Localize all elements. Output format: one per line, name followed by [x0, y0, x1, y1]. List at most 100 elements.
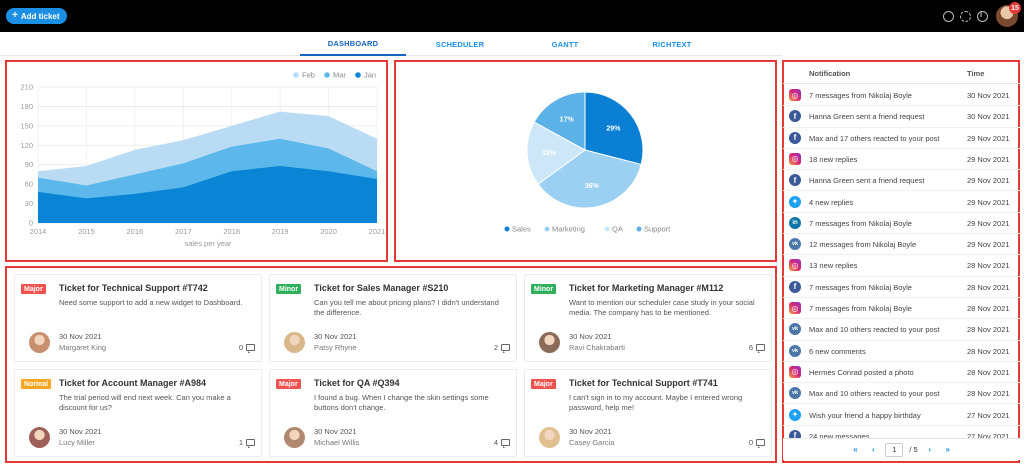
- ticket-grid: Major Ticket for Technical Support #T742…: [8, 268, 777, 462]
- notification-row[interactable]: ◎ Hermes Conrad posted a photo 28 Nov 20…: [783, 362, 1020, 384]
- notification-text: 7 messages from Nikolaj Boyle: [809, 218, 912, 228]
- last-page-button[interactable]: »: [945, 445, 950, 454]
- notification-row[interactable]: ◎ 13 new replies 28 Nov 2021: [783, 255, 1020, 277]
- ticket-title[interactable]: Ticket for Technical Support #T742: [59, 283, 208, 293]
- tab-scheduler[interactable]: SCHEDULER: [435, 39, 485, 49]
- notification-row[interactable]: ✦ Wish your friend a happy birthday 27 N…: [783, 405, 1020, 426]
- ticket-card[interactable]: Normal Ticket for Account Manager #A984 …: [14, 369, 262, 457]
- notification-column-header[interactable]: Notification: [809, 69, 851, 78]
- add-ticket-label: Add ticket: [20, 11, 60, 21]
- ticket-title[interactable]: Ticket for Marketing Manager #M112: [569, 283, 724, 293]
- ticket-title[interactable]: Ticket for Technical Support #T741: [569, 378, 718, 388]
- comments-button[interactable]: 6: [749, 343, 765, 353]
- twitter-icon: ✦: [789, 408, 801, 421]
- ticket-date: 30 Nov 2021: [569, 332, 612, 341]
- globe-icon[interactable]: [943, 10, 954, 22]
- pie-label-marketing: 36%: [585, 183, 600, 190]
- comment-count: 2: [493, 343, 498, 352]
- y-tick-label: 210: [20, 83, 33, 92]
- priority-tag: Minor: [276, 284, 302, 294]
- priority-tag: Minor: [531, 284, 557, 294]
- pie-slice-support: [533, 91, 586, 151]
- next-page-button[interactable]: ›: [928, 445, 931, 454]
- notification-text: 6 new comments: [809, 346, 866, 356]
- ticket-date: 30 Nov 2021: [314, 332, 357, 341]
- notification-row[interactable]: f Hanna Green sent a friend request 30 N…: [783, 106, 1020, 128]
- priority-tag: Major: [276, 379, 301, 389]
- notification-row[interactable]: vk 6 new comments 28 Nov 2021: [783, 341, 1020, 362]
- ticket-title[interactable]: Ticket for Account Manager #A984: [59, 378, 207, 388]
- notification-row[interactable]: vk 12 messages from Nikolaj Boyle 29 Nov…: [783, 234, 1020, 256]
- area-series-jan: [38, 166, 377, 223]
- notification-row[interactable]: vk Max and 10 others reacted to your pos…: [783, 383, 1020, 405]
- comments-button[interactable]: 4: [494, 438, 510, 448]
- twitter-icon: ✦: [789, 195, 801, 208]
- notification-panel: Notification Time ◎ 7 messages from Niko…: [783, 62, 1020, 462]
- notification-row[interactable]: vk Max and 10 others reacted to your pos…: [783, 319, 1020, 341]
- pie-legend-label-marketing[interactable]: Marketing: [552, 225, 585, 234]
- notification-row[interactable]: f Hanna Green sent a friend request 29 N…: [783, 170, 1020, 192]
- y-tick-label: 120: [20, 141, 33, 150]
- notification-text: Max and 17 others reacted to your post: [809, 133, 940, 143]
- ticket-title[interactable]: Ticket for QA #Q394: [314, 378, 400, 388]
- pie-legend-label-qa[interactable]: QA: [612, 225, 623, 234]
- comment-count: 0: [238, 343, 243, 352]
- top-bar: + Add ticket 15: [0, 0, 1024, 32]
- notification-row[interactable]: ✦ 4 new replies 29 Nov 2021: [783, 192, 1020, 213]
- comments-button[interactable]: 1: [239, 438, 255, 448]
- time-column-header[interactable]: Time: [967, 69, 985, 78]
- ticket-description: I can't sign in to my account. Maybe I e…: [569, 393, 743, 412]
- tab-richtext[interactable]: RICHTEXT: [652, 39, 692, 49]
- pie-legend-label-support[interactable]: Support: [644, 225, 671, 234]
- notification-row[interactable]: ◎ 7 messages from Nikolaj Boyle 30 Nov 2…: [783, 85, 1020, 107]
- notification-text: 12 messages from Nikolaj Boyle: [809, 240, 917, 250]
- prev-page-button[interactable]: ‹: [871, 445, 875, 454]
- comments-button[interactable]: 0: [238, 343, 255, 353]
- y-tick-label: 30: [25, 199, 33, 208]
- ticket-card[interactable]: Major Ticket for QA #Q394 I found a bug.…: [269, 369, 517, 457]
- ticket-card[interactable]: Major Ticket for Technical Support #T741…: [524, 369, 772, 457]
- page-total: / 5: [909, 445, 918, 454]
- instagram-icon: ◎: [789, 259, 801, 272]
- y-tick-label: 150: [20, 121, 33, 130]
- add-ticket-button[interactable]: + Add ticket: [6, 8, 67, 24]
- pie-legend-label-sales[interactable]: Sales: [512, 225, 531, 234]
- top-icons: 15: [943, 0, 1021, 32]
- ticket-card[interactable]: Major Ticket for Technical Support #T742…: [14, 274, 262, 362]
- ticket-card[interactable]: Minor Ticket for Marketing Manager #M112…: [524, 274, 772, 362]
- sales-area-chart: 0 30 60 90 120 150 180 210 2014 2015 2016 2017 2018…: [20, 71, 385, 249]
- first-page-button[interactable]: «: [853, 445, 858, 454]
- notification-row[interactable]: f 7 messages from Nikolaj Boyle 28 Nov 2…: [783, 277, 1020, 298]
- notification-row[interactable]: ◎ 18 new replies 29 Nov 2021: [783, 149, 1020, 171]
- comments-button[interactable]: 2: [493, 343, 510, 353]
- tab-dashboard[interactable]: DASHBOARD: [300, 32, 406, 56]
- instagram-icon: ◎: [789, 365, 801, 378]
- vk-icon: vk: [789, 387, 801, 400]
- avatar: [29, 427, 50, 448]
- notification-row[interactable]: ◎ 7 messages from Nikolaj Boyle 28 Nov 2…: [783, 298, 1020, 320]
- ticket-assignee: Ravi Chakrabarti: [569, 343, 625, 352]
- gear-icon[interactable]: [960, 10, 971, 22]
- notification-text: 7 messages from Nikolaj Boyle: [809, 282, 912, 292]
- notification-row[interactable]: f Max and 17 others reacted to your post…: [783, 128, 1020, 149]
- notification-time: 29 Nov 2021: [967, 154, 1010, 164]
- facebook-icon: f: [789, 110, 801, 123]
- pie-slice-qa: [526, 121, 586, 185]
- legend-label-mar[interactable]: Mar: [333, 71, 346, 80]
- plus-icon: +: [12, 10, 18, 21]
- ticket-card[interactable]: Minor Ticket for Sales Manager #S210 Can…: [269, 274, 517, 362]
- user-avatar[interactable]: 15: [996, 2, 1021, 27]
- pie-label-sales: 29%: [606, 125, 621, 132]
- legend-label-jan[interactable]: Jan: [364, 71, 376, 80]
- tab-gantt[interactable]: GANTT: [551, 39, 579, 49]
- ticket-title[interactable]: Ticket for Sales Manager #S210: [314, 283, 449, 293]
- notification-text: Max and 10 others reacted to your post: [809, 389, 940, 399]
- page-input[interactable]: 1: [885, 442, 904, 457]
- pie-chart-slices: [526, 91, 644, 209]
- legend-label-feb[interactable]: Feb: [302, 71, 315, 80]
- notification-time: 29 Nov 2021: [967, 197, 1010, 207]
- y-tick-label: 60: [25, 180, 33, 189]
- info-icon[interactable]: [977, 10, 988, 22]
- comments-button[interactable]: 0: [749, 438, 765, 448]
- notification-row[interactable]: in 7 messages from Nikolaj Boyle 29 Nov …: [783, 213, 1020, 235]
